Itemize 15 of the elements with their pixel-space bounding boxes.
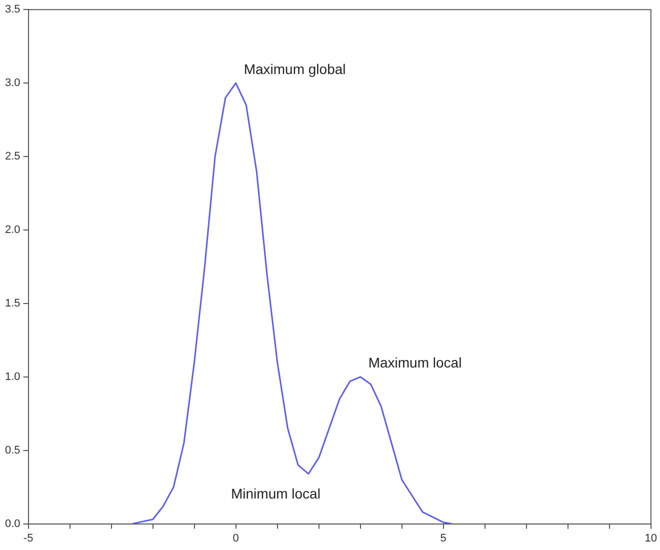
x-tick-label: 0: [232, 532, 239, 544]
annotation: Maximum local: [368, 354, 462, 371]
x-tick-label: -5: [23, 532, 34, 544]
y-tick-label: 3.0: [4, 77, 20, 90]
annotation: Minimum local: [230, 486, 320, 502]
annotation: Maximum global: [244, 60, 346, 77]
y-tick-label: 2.0: [4, 224, 20, 236]
y-tick-label: 0.5: [4, 444, 20, 456]
y-tick-label: 2.5: [4, 150, 20, 163]
y-tick-label: 1.5: [4, 297, 20, 310]
y-tick-label: 1.0: [4, 370, 20, 383]
y-tick-label: 0.0: [4, 518, 20, 530]
y-tick-label: 3.5: [4, 4, 20, 16]
x-tick-label: 10: [644, 532, 658, 544]
x-tick-label: 5: [440, 532, 446, 544]
